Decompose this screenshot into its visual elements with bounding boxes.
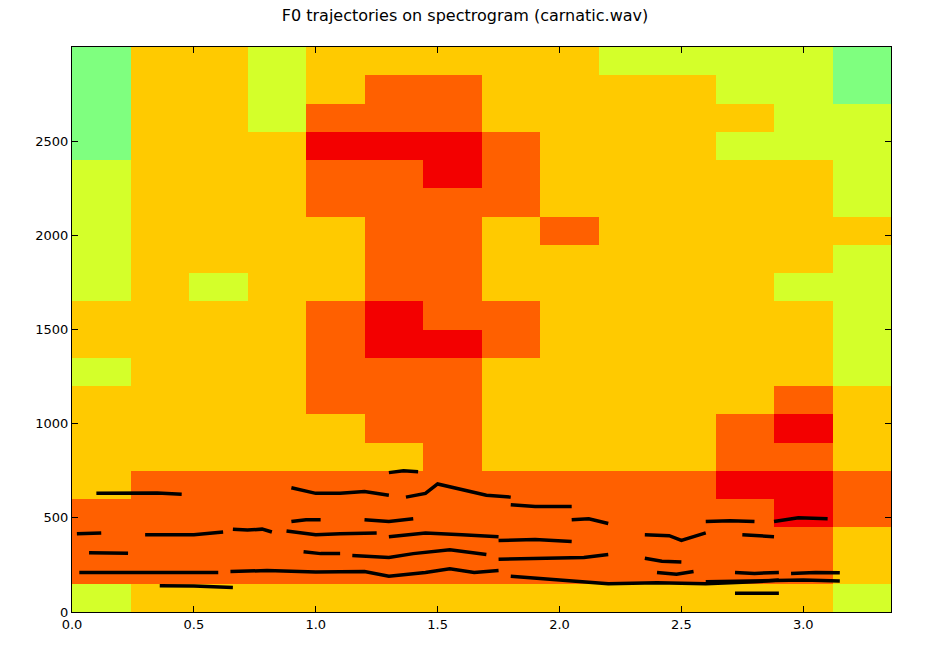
svg-text:2.0: 2.0 bbox=[549, 617, 570, 632]
svg-text:1000: 1000 bbox=[35, 416, 68, 431]
svg-text:2000: 2000 bbox=[35, 228, 68, 243]
svg-text:0: 0 bbox=[60, 605, 68, 620]
svg-text:0.5: 0.5 bbox=[184, 617, 205, 632]
svg-text:1500: 1500 bbox=[35, 322, 68, 337]
svg-text:500: 500 bbox=[44, 510, 69, 525]
svg-text:2.5: 2.5 bbox=[671, 617, 692, 632]
svg-text:F0 trajectories on spectrogram: F0 trajectories on spectrogram (carnatic… bbox=[282, 6, 649, 25]
svg-text:1.0: 1.0 bbox=[305, 617, 326, 632]
svg-text:2500: 2500 bbox=[35, 134, 68, 149]
svg-text:3.0: 3.0 bbox=[793, 617, 814, 632]
svg-text:1.5: 1.5 bbox=[427, 617, 448, 632]
svg-text:0.0: 0.0 bbox=[62, 617, 83, 632]
